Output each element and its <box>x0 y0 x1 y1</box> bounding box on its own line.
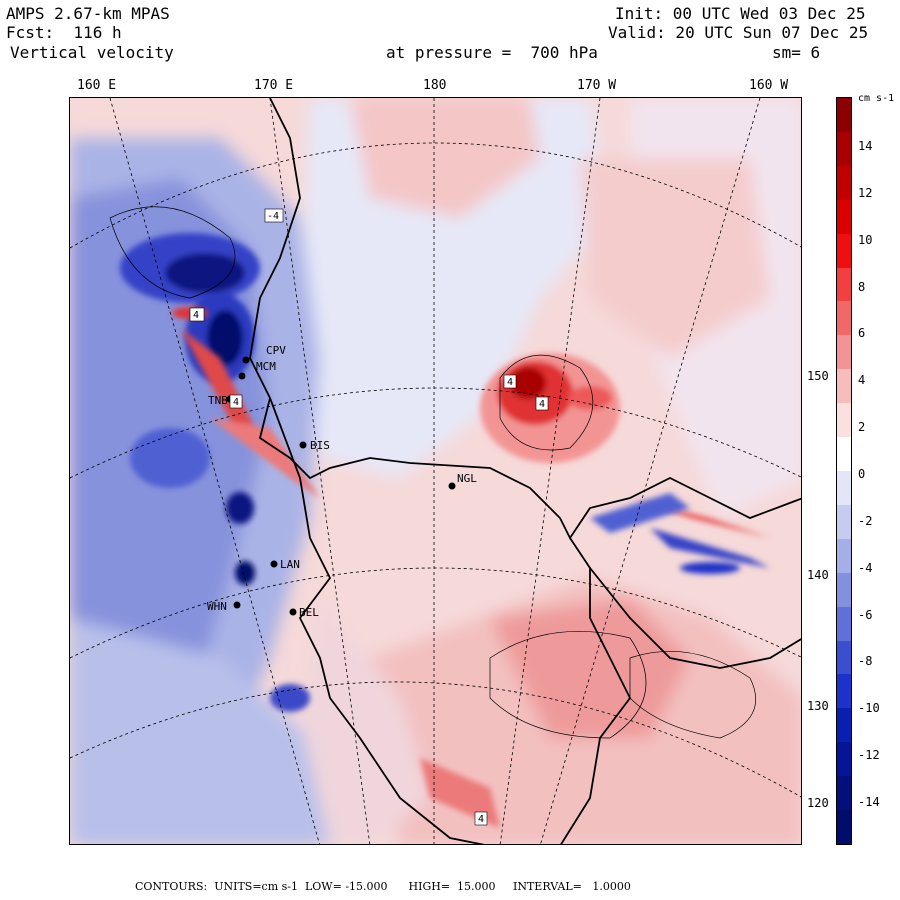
field-name: Vertical velocity <box>10 43 174 62</box>
colorbar-tick-label: 14 <box>858 139 873 153</box>
colorbar-tick-label: 12 <box>858 185 873 200</box>
coastline <box>249 98 801 844</box>
colorbar-segment <box>837 471 851 506</box>
colorbar-tick-label: 10 <box>858 232 873 247</box>
colorbar-segment <box>837 640 851 675</box>
colorbar-tick-label: -2 <box>858 513 873 528</box>
colorbar-segment <box>837 267 851 302</box>
station-dot-lan <box>270 560 278 568</box>
forecast-hour: Fcst: 116 h <box>6 23 122 42</box>
colorbar-segment <box>837 674 851 709</box>
contour-label: 4 <box>539 399 545 410</box>
colorbar-segment <box>837 572 851 608</box>
colorbar-segment <box>837 437 851 472</box>
pressure-level: at pressure = 700 hPa <box>386 43 598 62</box>
lat-label-120w: 120 W <box>807 796 844 810</box>
colorbar-tick-label: 0 <box>858 467 866 481</box>
colorbar-segment <box>837 708 851 743</box>
colorbar-segment <box>837 504 851 540</box>
station-label-bis: BIS <box>310 439 330 452</box>
colorbar-units: cm s-1 <box>858 93 895 104</box>
station-label-cpv: CPV <box>266 344 286 357</box>
lon-label-160w: 160 W <box>749 78 789 93</box>
field-regions <box>70 98 801 844</box>
colorbar-tick-label: -10 <box>858 701 880 716</box>
station-dot-bis <box>299 441 307 449</box>
cyclone-ascent-core <box>480 353 620 463</box>
colorbar-tick-label: -6 <box>858 607 873 622</box>
lon-label-180: 180 <box>423 78 447 93</box>
lon-label-170w: 170 W <box>577 78 617 93</box>
colorbar-tick-label: -8 <box>858 654 873 669</box>
colorbar-tick-label: -12 <box>858 748 880 763</box>
colorbar-segment <box>837 98 851 133</box>
stations: CPV MCM TNB BIS NGL LAN WHN BEL <box>207 344 477 619</box>
cyclone-descent-band <box>590 493 770 574</box>
contour-label: 4 <box>478 814 484 825</box>
colorbar-tick-label: 8 <box>858 279 866 294</box>
station-dot-mcm <box>238 372 246 380</box>
colorbar-segment <box>837 810 851 845</box>
station-label-lan: LAN <box>280 558 300 571</box>
colorbar-segment <box>837 199 851 235</box>
lon-label-160e: 160 E <box>77 78 117 93</box>
graticule <box>70 98 801 844</box>
model-title: AMPS 2.67-km MPAS <box>6 4 170 23</box>
station-label-ngl: NGL <box>457 472 477 485</box>
colorbar-tick-label: -14 <box>858 795 880 809</box>
contour-label: 4 <box>507 377 513 388</box>
station-dot-ngl <box>448 482 456 490</box>
contour-info-footer: CONTOURS: UNITS=cm s-1 LOW= -15.000 HIGH… <box>135 880 631 893</box>
strong-descent-cluster <box>120 233 310 712</box>
colorbar <box>836 97 852 845</box>
contour-lines <box>109 206 757 739</box>
station-dot-whn <box>233 601 241 609</box>
station-label-bel: BEL <box>299 606 319 619</box>
colorbar-tick-label: 2 <box>858 420 866 435</box>
colorbar-segment <box>837 403 851 438</box>
contour-label: -4 <box>267 211 279 222</box>
station-dot-cpv <box>242 356 250 364</box>
colorbar-segment <box>837 335 851 370</box>
map-svg: CPV MCM TNB BIS NGL LAN WHN BEL 4 4 4 4 <box>70 98 801 844</box>
lat-label-140w: 140 W <box>807 568 844 582</box>
smoothing: sm= 6 <box>772 43 821 62</box>
init-time: Init: 00 UTC Wed 03 Dec 25 <box>615 4 866 23</box>
colorbar-tick-label: -4 <box>858 560 873 575</box>
contour-label: 4 <box>193 310 199 321</box>
colorbar-segment <box>837 776 851 811</box>
contour-label: 4 <box>233 397 239 408</box>
lon-label-170e: 170 E <box>254 78 294 93</box>
station-label-whn: WHN <box>207 600 227 613</box>
colorbar-segment <box>837 538 851 574</box>
colorbar-tick-label: 4 <box>858 373 866 388</box>
colorbar-segment <box>837 165 851 201</box>
colorbar-segment <box>837 131 851 167</box>
vertical-velocity-map: CPV MCM TNB BIS NGL LAN WHN BEL 4 4 4 4 <box>69 97 802 845</box>
station-label-mcm: MCM <box>256 360 276 373</box>
colorbar-segment <box>837 742 851 777</box>
colorbar-segment <box>837 369 851 404</box>
lat-label-150w: 150 W <box>807 369 844 383</box>
station-label-tnb: TNB <box>208 394 228 407</box>
colorbar-tick-label: 6 <box>858 326 866 341</box>
colorbar-segment <box>837 301 851 336</box>
colorbar-segment <box>837 606 851 642</box>
station-dot-bel <box>289 608 297 616</box>
contour-value-labels: 4 4 4 4 4 -4 <box>189 208 549 826</box>
lat-label-130w: 130 W <box>807 699 844 713</box>
colorbar-segment <box>837 233 851 269</box>
valid-time: Valid: 20 UTC Sun 07 Dec 25 <box>608 23 869 42</box>
